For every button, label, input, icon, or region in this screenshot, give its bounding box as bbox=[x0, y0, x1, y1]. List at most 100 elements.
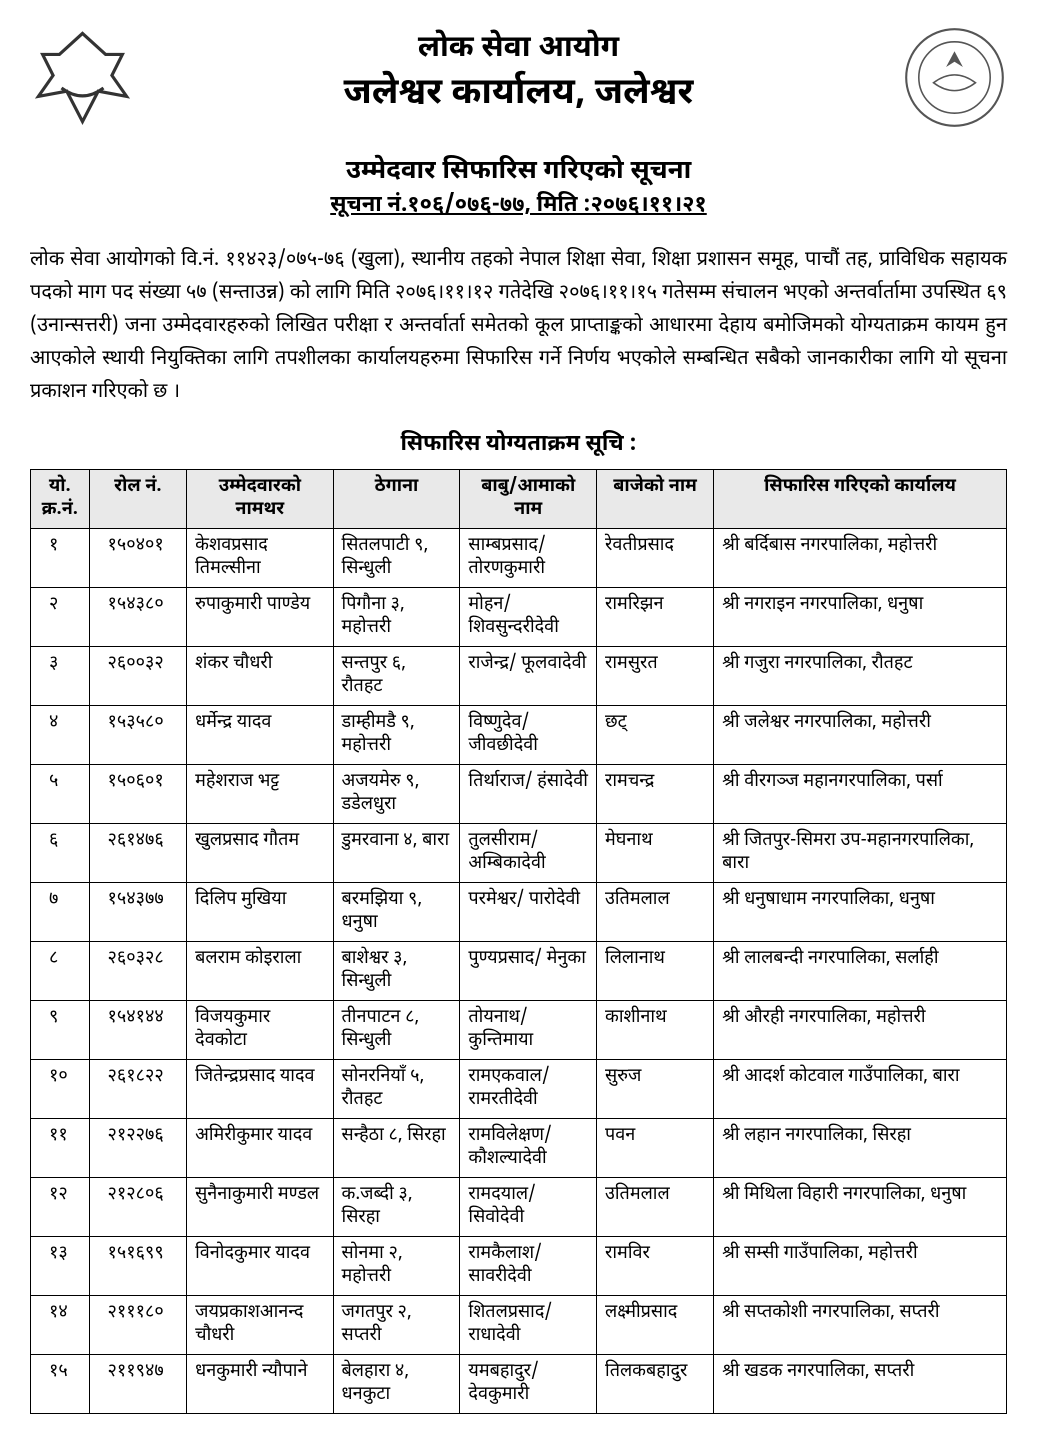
table-row: ५१५०६०१महेशराज भट्टअजयमेरु ९, डडेलधुराति… bbox=[31, 765, 1007, 824]
table-cell: पुण्यप्रसाद/ मेनुका bbox=[460, 942, 597, 1001]
table-cell: रुपाकुमारी पाण्डेय bbox=[187, 588, 333, 647]
notice-heading: उम्मेदवार सिफारिस गरिएको सूचना bbox=[30, 155, 1007, 189]
table-cell: पिगौना ३, महोत्तरी bbox=[333, 588, 460, 647]
table-row: १२२१२८०६सुनैनाकुमारी मण्डलक.जब्दी ३, सिर… bbox=[31, 1178, 1007, 1237]
table-cell: छट् bbox=[597, 706, 714, 765]
table-cell: मेघनाथ bbox=[597, 824, 714, 883]
table-row: ११५०४०१केशवप्रसाद तिमल्सीनासितलपाटी ९, स… bbox=[31, 529, 1007, 588]
table-cell: दिलिप मुखिया bbox=[187, 883, 333, 942]
table-cell: अमिरीकुमार यादव bbox=[187, 1119, 333, 1178]
table-cell: विनोदकुमार यादव bbox=[187, 1237, 333, 1296]
table-cell: जितेन्द्रप्रसाद यादव bbox=[187, 1060, 333, 1119]
table-cell: ८ bbox=[31, 942, 90, 1001]
table-cell: विजयकुमार देवकोटा bbox=[187, 1001, 333, 1060]
table-cell: १४ bbox=[31, 1296, 90, 1355]
table-cell: श्री लालबन्दी नगरपालिका, सर्लाही bbox=[714, 942, 1007, 1001]
table-cell: २६०३२८ bbox=[89, 942, 187, 1001]
table-cell: १३ bbox=[31, 1237, 90, 1296]
table-cell: काशीनाथ bbox=[597, 1001, 714, 1060]
table-cell: शंकर चौधरी bbox=[187, 647, 333, 706]
table-cell: २ bbox=[31, 588, 90, 647]
table-cell: जगतपुर २, सप्तरी bbox=[333, 1296, 460, 1355]
table-cell: तुलसीराम/ अम्बिकादेवी bbox=[460, 824, 597, 883]
table-cell: ७ bbox=[31, 883, 90, 942]
table-cell: १५०४०१ bbox=[89, 529, 187, 588]
table-cell: धनकुमारी न्यौपाने bbox=[187, 1355, 333, 1414]
table-cell: विष्णुदेव/ जीवछीदेवी bbox=[460, 706, 597, 765]
table-header: यो. क्र.नं. रोल नं. उम्मेदवारको नामथर ठे… bbox=[31, 470, 1007, 529]
org-name: लोक सेवा आयोग bbox=[135, 30, 902, 69]
nepal-emblem-icon bbox=[30, 25, 135, 130]
col-name: उम्मेदवारको नामथर bbox=[187, 470, 333, 529]
table-cell: २१२२७६ bbox=[89, 1119, 187, 1178]
table-cell: खुलप्रसाद गौतम bbox=[187, 824, 333, 883]
table-cell: सितलपाटी ९, सिन्धुली bbox=[333, 529, 460, 588]
table-cell: यमबहादुर/ देवकुमारी bbox=[460, 1355, 597, 1414]
table-cell: २६००३२ bbox=[89, 647, 187, 706]
table-cell: २११९४७ bbox=[89, 1355, 187, 1414]
table-cell: लिलानाथ bbox=[597, 942, 714, 1001]
org-title-block: लोक सेवा आयोग जलेश्वर कार्यालय, जलेश्वर bbox=[135, 25, 902, 118]
table-cell: १५०६०१ bbox=[89, 765, 187, 824]
table-cell: श्री धनुषाधाम नगरपालिका, धनुषा bbox=[714, 883, 1007, 942]
table-cell: रामविर bbox=[597, 1237, 714, 1296]
col-roll: रोल नं. bbox=[89, 470, 187, 529]
col-sn: यो. क्र.नं. bbox=[31, 470, 90, 529]
psc-logo-icon bbox=[902, 25, 1007, 130]
table-cell: रामरिझन bbox=[597, 588, 714, 647]
table-cell: मोहन/ शिवसुन्दरीदेवी bbox=[460, 588, 597, 647]
table-body: ११५०४०१केशवप्रसाद तिमल्सीनासितलपाटी ९, स… bbox=[31, 529, 1007, 1414]
table-cell: रामदयाल/ सिवोदेवी bbox=[460, 1178, 597, 1237]
table-cell: श्री बर्दिबास नगरपालिका, महोत्तरी bbox=[714, 529, 1007, 588]
table-cell: क.जब्दी ३, सिरहा bbox=[333, 1178, 460, 1237]
list-title: सिफारिस योग्यताक्रम सूचि : bbox=[30, 430, 1007, 459]
table-cell: १२ bbox=[31, 1178, 90, 1237]
table-cell: रामविलेक्षण/ कौशल्यादेवी bbox=[460, 1119, 597, 1178]
table-cell: १५४१४४ bbox=[89, 1001, 187, 1060]
notice-meta: सूचना नं.१०६/०७६-७७, मिति :२०७६।११।२१ bbox=[30, 191, 1007, 220]
table-cell: २१२८०६ bbox=[89, 1178, 187, 1237]
table-row: २१५४३८०रुपाकुमारी पाण्डेयपिगौना ३, महोत्… bbox=[31, 588, 1007, 647]
table-cell: श्री आदर्श कोटवाल गाउँपालिका, बारा bbox=[714, 1060, 1007, 1119]
merit-table: यो. क्र.नं. रोल नं. उम्मेदवारको नामथर ठे… bbox=[30, 469, 1007, 1414]
col-office: सिफारिस गरिएको कार्यालय bbox=[714, 470, 1007, 529]
table-cell: सोनमा २, महोत्तरी bbox=[333, 1237, 460, 1296]
table-cell: डाम्हीमडै ९, महोत्तरी bbox=[333, 706, 460, 765]
table-cell: तिर्थाराज/ हंसादेवी bbox=[460, 765, 597, 824]
table-cell: सुरुज bbox=[597, 1060, 714, 1119]
table-cell: ९ bbox=[31, 1001, 90, 1060]
table-cell: श्री मिथिला विहारी नगरपालिका, धनुषा bbox=[714, 1178, 1007, 1237]
table-cell: श्री नगराइन नगरपालिका, धनुषा bbox=[714, 588, 1007, 647]
table-row: १३१५१६९९विनोदकुमार यादवसोनमा २, महोत्तरी… bbox=[31, 1237, 1007, 1296]
table-cell: राजेन्द्र/ फूलवादेवी bbox=[460, 647, 597, 706]
table-cell: सोनरनियाँ ५, रौतहट bbox=[333, 1060, 460, 1119]
table-cell: श्री खडक नगरपालिका, सप्तरी bbox=[714, 1355, 1007, 1414]
table-cell: तोयनाथ/ कुन्तिमाया bbox=[460, 1001, 597, 1060]
table-row: ९१५४१४४विजयकुमार देवकोटातीनपाटन ८, सिन्ध… bbox=[31, 1001, 1007, 1060]
table-cell: तिलकबहादुर bbox=[597, 1355, 714, 1414]
table-cell: सन्तपुर ६, रौतहट bbox=[333, 647, 460, 706]
table-row: ६२६१४७६खुलप्रसाद गौतमडुमरवाना ४, बारातुल… bbox=[31, 824, 1007, 883]
table-cell: अजयमेरु ९, डडेलधुरा bbox=[333, 765, 460, 824]
table-row: ८२६०३२८बलराम कोइरालाबाशेश्वर ३, सिन्धुली… bbox=[31, 942, 1007, 1001]
table-cell: महेशराज भट्ट bbox=[187, 765, 333, 824]
table-cell: श्री सम्सी गाउँपालिका, महोत्तरी bbox=[714, 1237, 1007, 1296]
table-cell: बरमझिया ९, धनुषा bbox=[333, 883, 460, 942]
col-gparent: बाजेको नाम bbox=[597, 470, 714, 529]
table-cell: उतिमलाल bbox=[597, 1178, 714, 1237]
table-row: ११२१२२७६अमिरीकुमार यादवसन्हैठा ८, सिरहार… bbox=[31, 1119, 1007, 1178]
table-row: ३२६००३२शंकर चौधरीसन्तपुर ६, रौतहटराजेन्द… bbox=[31, 647, 1007, 706]
table-row: ७१५४३७७दिलिप मुखियाबरमझिया ९, धनुषापरमेश… bbox=[31, 883, 1007, 942]
table-cell: पवन bbox=[597, 1119, 714, 1178]
table-row: ४१५३५८०धर्मेन्द्र यादवडाम्हीमडै ९, महोत्… bbox=[31, 706, 1007, 765]
table-row: १०२६१८२२जितेन्द्रप्रसाद यादवसोनरनियाँ ५,… bbox=[31, 1060, 1007, 1119]
table-cell: श्री औरही नगरपालिका, महोत्तरी bbox=[714, 1001, 1007, 1060]
table-cell: श्री गजुरा नगरपालिका, रौतहट bbox=[714, 647, 1007, 706]
table-cell: श्री वीरगञ्ज महानगरपालिका, पर्सा bbox=[714, 765, 1007, 824]
table-cell: शितलप्रसाद/ राधादेवी bbox=[460, 1296, 597, 1355]
table-cell: तीनपाटन ८, सिन्धुली bbox=[333, 1001, 460, 1060]
table-cell: १५४३८० bbox=[89, 588, 187, 647]
table-cell: श्री सप्तकोशी नगरपालिका, सप्तरी bbox=[714, 1296, 1007, 1355]
office-name: जलेश्वर कार्यालय, जलेश्वर bbox=[135, 71, 902, 118]
table-cell: ५ bbox=[31, 765, 90, 824]
